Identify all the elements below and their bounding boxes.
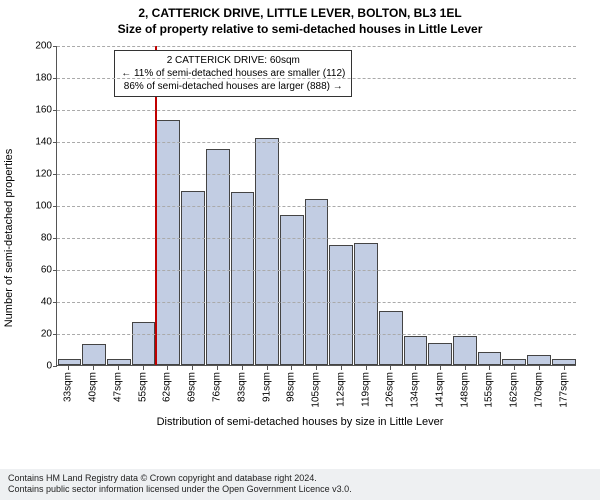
x-tick-label: 177sqm bbox=[558, 372, 569, 408]
y-tick-label: 140 bbox=[35, 137, 57, 148]
annotation-box: 2 CATTERICK DRIVE: 60sqm← 11% of semi-de… bbox=[114, 50, 352, 97]
x-tick-label: 69sqm bbox=[187, 372, 198, 402]
x-tick-mark bbox=[489, 366, 490, 370]
y-tick-label: 40 bbox=[41, 297, 57, 308]
gridline bbox=[57, 302, 576, 303]
x-tick-mark bbox=[68, 366, 69, 370]
x-tick-mark bbox=[167, 366, 168, 370]
x-tick-label: 141sqm bbox=[434, 372, 445, 408]
chart-title-line1: 2, CATTERICK DRIVE, LITTLE LEVER, BOLTON… bbox=[0, 0, 600, 20]
x-tick-label: 105sqm bbox=[311, 372, 322, 408]
plot-area: 2 CATTERICK DRIVE: 60sqm← 11% of semi-de… bbox=[56, 46, 576, 366]
x-tick-label: 91sqm bbox=[261, 372, 272, 402]
gridline bbox=[57, 206, 576, 207]
bar bbox=[305, 199, 329, 365]
bar bbox=[107, 359, 131, 365]
gridline bbox=[57, 46, 576, 47]
footer-line2: Contains public sector information licen… bbox=[8, 484, 592, 496]
annotation-line: 86% of semi-detached houses are larger (… bbox=[121, 80, 345, 93]
y-tick-label: 120 bbox=[35, 169, 57, 180]
x-tick-mark bbox=[242, 366, 243, 370]
y-tick-label: 180 bbox=[35, 73, 57, 84]
x-tick-label: 55sqm bbox=[137, 372, 148, 402]
bar bbox=[354, 243, 378, 365]
gridline bbox=[57, 174, 576, 175]
x-tick-mark bbox=[440, 366, 441, 370]
x-tick-mark bbox=[143, 366, 144, 370]
x-tick-label: 155sqm bbox=[484, 372, 495, 408]
x-tick-label: 134sqm bbox=[410, 372, 421, 408]
y-tick-label: 100 bbox=[35, 201, 57, 212]
y-tick-label: 80 bbox=[41, 233, 57, 244]
bar bbox=[527, 355, 551, 365]
x-tick-mark bbox=[217, 366, 218, 370]
x-tick-label: 47sqm bbox=[112, 372, 123, 402]
x-tick-mark bbox=[514, 366, 515, 370]
annotation-line: 2 CATTERICK DRIVE: 60sqm bbox=[121, 54, 345, 67]
bar bbox=[502, 359, 526, 365]
gridline bbox=[57, 238, 576, 239]
x-tick-label: 83sqm bbox=[236, 372, 247, 402]
x-tick-mark bbox=[564, 366, 565, 370]
footer: Contains HM Land Registry data © Crown c… bbox=[0, 469, 600, 500]
gridline bbox=[57, 334, 576, 335]
bar bbox=[453, 336, 477, 365]
x-tick-label: 126sqm bbox=[385, 372, 396, 408]
y-axis-label: Number of semi-detached properties bbox=[3, 149, 15, 328]
x-tick-mark bbox=[465, 366, 466, 370]
x-tick-label: 76sqm bbox=[211, 372, 222, 402]
bar bbox=[58, 359, 82, 365]
bar bbox=[329, 245, 353, 365]
x-tick-label: 112sqm bbox=[335, 372, 346, 407]
footer-line1: Contains HM Land Registry data © Crown c… bbox=[8, 473, 592, 485]
x-tick-mark bbox=[192, 366, 193, 370]
bar bbox=[478, 352, 502, 365]
x-tick-mark bbox=[341, 366, 342, 370]
x-tick-mark bbox=[316, 366, 317, 370]
x-tick-label: 40sqm bbox=[88, 372, 99, 402]
chart-title-line2: Size of property relative to semi-detach… bbox=[0, 20, 600, 36]
y-tick-label: 200 bbox=[35, 41, 57, 52]
x-tick-label: 148sqm bbox=[459, 372, 470, 408]
y-tick-label: 60 bbox=[41, 265, 57, 276]
x-tick-mark bbox=[93, 366, 94, 370]
x-tick-mark bbox=[267, 366, 268, 370]
x-tick-label: 170sqm bbox=[533, 372, 544, 408]
gridline bbox=[57, 142, 576, 143]
bar bbox=[156, 120, 180, 365]
x-axis-label: Distribution of semi-detached houses by … bbox=[0, 416, 600, 428]
x-tick-label: 33sqm bbox=[63, 372, 74, 402]
bar bbox=[206, 149, 230, 365]
y-tick-label: 20 bbox=[41, 329, 57, 340]
bar bbox=[552, 359, 576, 365]
x-tick-mark bbox=[366, 366, 367, 370]
gridline bbox=[57, 270, 576, 271]
x-tick-mark bbox=[415, 366, 416, 370]
bar bbox=[181, 191, 205, 365]
bar bbox=[231, 192, 255, 365]
x-tick-mark bbox=[291, 366, 292, 370]
x-tick-label: 62sqm bbox=[162, 372, 173, 402]
bar bbox=[404, 336, 428, 365]
bar bbox=[379, 311, 403, 365]
bar bbox=[132, 322, 156, 365]
gridline bbox=[57, 110, 576, 111]
x-tick-label: 98sqm bbox=[286, 372, 297, 402]
gridline bbox=[57, 78, 576, 79]
bar bbox=[428, 343, 452, 365]
bar bbox=[255, 138, 279, 365]
bar bbox=[82, 344, 106, 365]
y-tick-label: 160 bbox=[35, 105, 57, 116]
x-tick-mark bbox=[539, 366, 540, 370]
x-tick-label: 119sqm bbox=[360, 372, 371, 407]
x-tick-mark bbox=[390, 366, 391, 370]
x-tick-mark bbox=[118, 366, 119, 370]
x-tick-label: 162sqm bbox=[509, 372, 520, 408]
chart-area: Number of semi-detached properties 2 CAT… bbox=[0, 38, 600, 438]
